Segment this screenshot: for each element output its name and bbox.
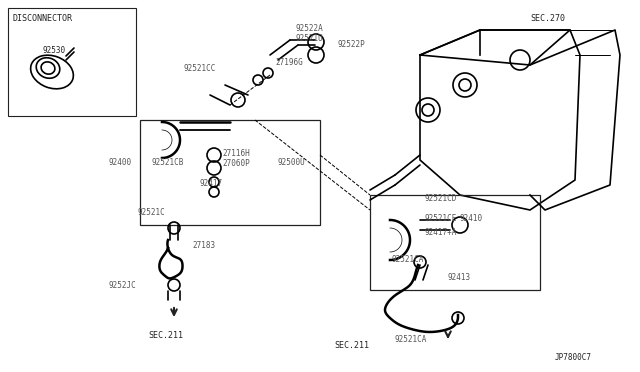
Text: 92522A: 92522A xyxy=(296,23,324,32)
Text: SEC.211: SEC.211 xyxy=(148,330,183,340)
Text: SEC.270: SEC.270 xyxy=(530,13,565,22)
Text: 92521CC: 92521CC xyxy=(183,64,216,73)
Text: 92521CB: 92521CB xyxy=(152,157,184,167)
Text: 92521CA: 92521CA xyxy=(392,256,424,264)
Text: 9252JC: 9252JC xyxy=(108,280,136,289)
Text: 92410: 92410 xyxy=(460,214,483,222)
Bar xyxy=(370,195,540,290)
Text: 92500U: 92500U xyxy=(278,157,306,167)
Ellipse shape xyxy=(36,58,60,78)
Text: 27196G: 27196G xyxy=(275,58,303,67)
Text: 27060P: 27060P xyxy=(222,158,250,167)
Text: 92530: 92530 xyxy=(42,45,65,55)
Text: SEC.211: SEC.211 xyxy=(334,340,369,350)
Text: 27116H: 27116H xyxy=(222,148,250,157)
Text: JP7800C7: JP7800C7 xyxy=(555,353,592,362)
Text: 92521CD: 92521CD xyxy=(425,193,458,202)
Text: 92521C: 92521C xyxy=(138,208,166,217)
Text: 27183: 27183 xyxy=(192,241,215,250)
Text: 92400: 92400 xyxy=(108,157,131,167)
Text: 92417: 92417 xyxy=(200,179,223,187)
Text: 92521CE: 92521CE xyxy=(425,214,458,222)
Text: 92522P: 92522P xyxy=(338,39,365,48)
Bar xyxy=(8,8,136,116)
Text: 92413: 92413 xyxy=(448,273,471,282)
Text: 92417+A: 92417+A xyxy=(425,228,458,237)
Text: DISCONNECTOR: DISCONNECTOR xyxy=(12,13,72,22)
Text: 92521U: 92521U xyxy=(296,33,324,42)
Text: 92521CA: 92521CA xyxy=(395,336,428,344)
Bar xyxy=(140,120,320,225)
